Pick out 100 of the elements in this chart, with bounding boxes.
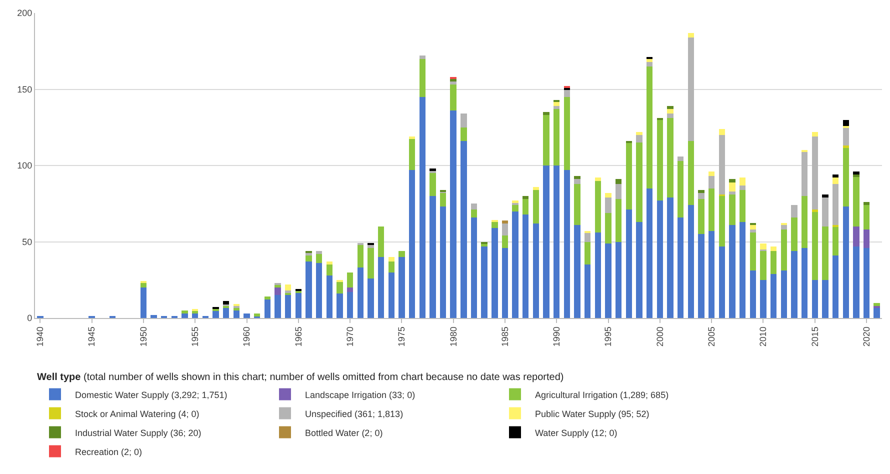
bar [832, 184, 839, 225]
bar [822, 194, 828, 198]
bar [295, 292, 302, 318]
bar [346, 272, 354, 288]
bar [739, 222, 746, 318]
bar [708, 188, 715, 232]
y-tick-label: 0 [27, 313, 32, 324]
bar [502, 223, 508, 236]
bar [419, 56, 426, 59]
bar [822, 226, 828, 280]
bar [222, 301, 230, 304]
bar [192, 313, 198, 318]
bar [646, 188, 653, 318]
bar [729, 191, 736, 194]
bar [616, 242, 622, 318]
bar [326, 262, 332, 265]
bar [430, 173, 436, 196]
bar [336, 281, 343, 294]
legend-label: Water Supply (12; 0) [535, 428, 618, 438]
bar [698, 192, 704, 200]
bar [636, 222, 642, 318]
bar [326, 264, 332, 276]
bar [853, 246, 860, 318]
bar [832, 174, 839, 178]
bar [502, 236, 508, 248]
bar [574, 179, 580, 184]
bar [532, 190, 540, 224]
y-tick-label: 200 [17, 8, 32, 18]
bar [594, 180, 602, 233]
legend-label: Domestic Water Supply (3,292; 1,751) [75, 390, 228, 400]
bar [832, 178, 839, 184]
bar [667, 198, 674, 318]
bar [605, 192, 612, 198]
legend-label: Industrial Water Supply (36; 20) [75, 428, 202, 438]
bar [626, 210, 632, 318]
bar [378, 226, 384, 257]
bar [842, 120, 849, 126]
bar [750, 270, 756, 318]
bar [388, 262, 394, 272]
bar [750, 232, 756, 271]
bar [594, 232, 602, 318]
bar [750, 224, 756, 230]
bar [182, 313, 188, 318]
bar [368, 244, 374, 248]
bar [698, 190, 704, 193]
bar [574, 184, 580, 225]
bar [656, 200, 664, 318]
bar [554, 106, 560, 110]
bar [853, 176, 860, 226]
bar [616, 179, 622, 184]
bar [512, 211, 518, 318]
bar [863, 248, 870, 318]
x-tick-label: 2010 [758, 326, 768, 347]
bar [667, 114, 674, 118]
bar [574, 176, 580, 180]
bar [212, 310, 219, 318]
bar [460, 127, 467, 142]
bar [470, 217, 478, 318]
bar [554, 109, 560, 166]
bar [388, 272, 394, 318]
bar [543, 166, 550, 318]
bar [470, 204, 478, 210]
bar [357, 244, 364, 268]
bar [801, 152, 808, 196]
y-tick-label: 50 [22, 236, 32, 247]
bar [502, 248, 508, 318]
x-tick-label: 1940 [35, 326, 46, 347]
bar [564, 96, 570, 170]
bar [801, 196, 808, 248]
legend-title: Well type (total number of wells shown in this chart; number of wells omitted from chart because no date was reported) [37, 372, 564, 383]
x-tick-label: 1970 [344, 326, 355, 347]
bar [770, 250, 777, 274]
bar [419, 58, 426, 97]
bar [698, 199, 704, 234]
bar [842, 147, 849, 207]
bar [812, 211, 818, 280]
bar [688, 32, 694, 38]
bar [656, 120, 664, 201]
x-tick-label: 1960 [242, 326, 252, 347]
bar [718, 196, 725, 246]
bar [812, 280, 818, 318]
bar [492, 228, 498, 318]
bar [718, 128, 725, 135]
bar [274, 295, 281, 318]
bar [863, 230, 870, 248]
x-tick-label: 2020 [861, 326, 872, 347]
bar [677, 160, 684, 218]
bar [460, 141, 467, 318]
bar [408, 138, 416, 170]
bar [388, 257, 394, 262]
bar [564, 170, 570, 318]
bar [667, 106, 674, 110]
bar [698, 234, 704, 318]
bar [729, 182, 736, 192]
bar [408, 170, 416, 318]
bar [470, 210, 478, 218]
bar [708, 172, 715, 176]
bar [574, 224, 580, 318]
x-tick-label: 1950 [138, 326, 148, 347]
bar [718, 246, 725, 318]
